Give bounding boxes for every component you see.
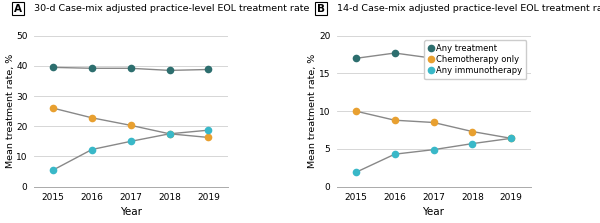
Text: 30-d Case-mix adjusted practice-level EOL treatment rate: 30-d Case-mix adjusted practice-level EO… (34, 4, 309, 13)
Point (165, 69, 175, 72)
Point (390, 152, 400, 156)
Point (351, 171, 361, 174)
Y-axis label: Mean treatment rate, %: Mean treatment rate, % (308, 54, 317, 168)
Point (506, 56, 516, 59)
Point (390, 51, 400, 55)
Text: A: A (14, 4, 22, 14)
Point (429, 148, 439, 151)
Point (87, 66, 97, 70)
Point (48, 168, 58, 172)
Point (126, 124, 136, 127)
Point (351, 57, 361, 60)
X-axis label: Year: Year (422, 207, 445, 217)
Point (390, 118, 400, 122)
Point (351, 109, 361, 113)
Point (87, 116, 97, 120)
Point (467, 142, 477, 145)
Point (506, 136, 516, 140)
Y-axis label: Mean treatment rate, %: Mean treatment rate, % (5, 54, 14, 168)
Point (165, 132, 175, 136)
Point (48, 106, 58, 110)
Legend: Any treatment, Chemotherapy only, Any immunotherapy: Any treatment, Chemotherapy only, Any im… (424, 40, 526, 79)
Point (126, 66, 136, 70)
Point (203, 68, 213, 71)
Point (429, 57, 439, 60)
Point (126, 140, 136, 143)
Point (467, 130, 477, 133)
Point (165, 132, 175, 136)
Point (467, 55, 477, 59)
Point (506, 136, 516, 140)
Text: 14-d Case-mix adjusted practice-level EOL treatment rate: 14-d Case-mix adjusted practice-level EO… (337, 4, 600, 13)
Point (87, 148, 97, 151)
Point (48, 66, 58, 69)
Point (203, 128, 213, 132)
Point (203, 136, 213, 139)
Text: B: B (317, 4, 325, 14)
Point (429, 121, 439, 124)
X-axis label: Year: Year (120, 207, 142, 217)
